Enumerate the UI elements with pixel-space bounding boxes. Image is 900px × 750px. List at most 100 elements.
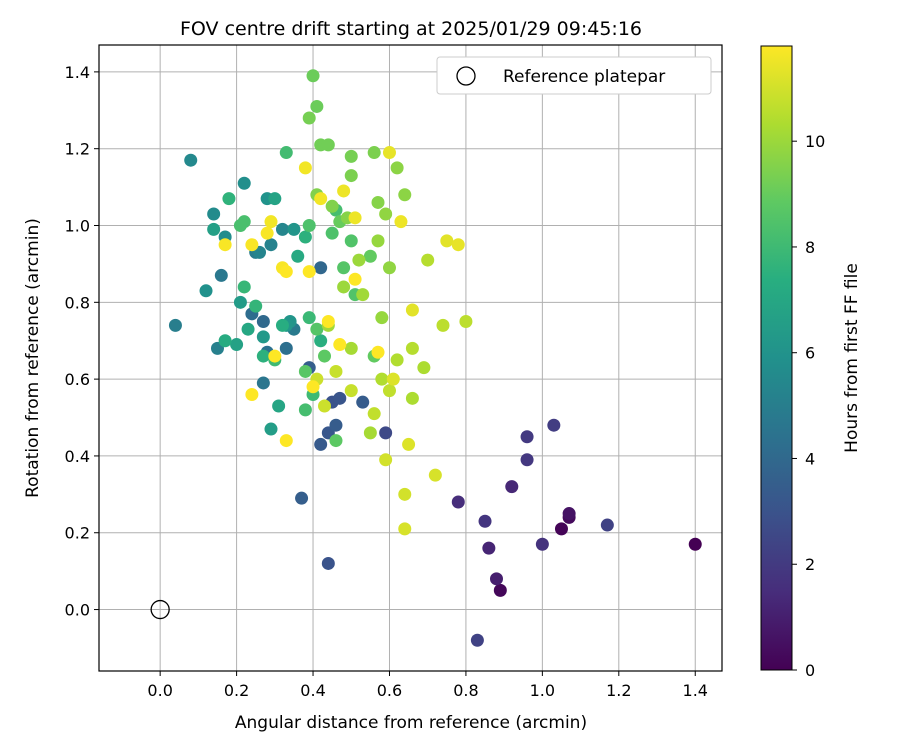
chart-title: FOV centre drift starting at 2025/01/29 … [180,18,642,40]
data-point [321,138,335,152]
data-point [314,334,328,348]
data-point [428,468,442,482]
data-point [222,192,236,206]
data-point [264,422,278,436]
data-point [298,403,312,417]
data-point [329,364,343,378]
data-point [371,234,385,248]
data-point [207,222,221,236]
data-point [405,391,419,405]
data-point [333,338,347,352]
data-point [230,338,244,352]
data-point [382,384,396,398]
data-point [398,522,412,536]
data-point [367,407,381,421]
data-point [237,176,251,190]
data-point [298,161,312,175]
x-tick-label: 0.2 [224,681,249,700]
data-point [260,226,274,240]
data-point [379,207,393,221]
data-point [318,399,332,413]
colorbar-label: Hours from first FF file [842,263,862,453]
colorbar-tick-label: 8 [805,238,815,257]
x-tick-label: 0.4 [300,681,325,700]
y-tick-label: 1.2 [65,140,90,159]
data-point [367,146,381,160]
data-point [440,234,454,248]
data-point [218,334,232,348]
data-point [275,222,289,236]
colorbar: 0 2 4 6 8 10 Hours from first FF file [760,45,862,680]
reference-marker [150,599,170,620]
colorbar-tick-label: 0 [805,661,815,680]
data-point [264,215,278,229]
data-point [402,437,416,451]
data-point [233,295,247,309]
data-point [520,430,534,444]
data-point [272,399,286,413]
y-tick-label: 1.4 [65,63,90,82]
data-point [218,238,232,252]
data-point [264,238,278,252]
data-point [291,249,305,263]
data-point [237,280,251,294]
data-point [184,153,198,167]
data-point [302,265,316,279]
data-point [344,169,358,183]
data-point [329,418,343,432]
data-point [459,315,473,329]
data-point [337,280,351,294]
plot-background [99,45,722,671]
data-point [256,376,270,390]
data-point [363,249,377,263]
data-point [279,146,293,160]
data-point [337,261,351,275]
y-tick-label: 0.6 [65,370,90,389]
data-point [287,222,301,236]
data-point [375,311,389,325]
y-axis-ticks: 0.0 0.2 0.4 0.6 0.8 1.0 1.2 1.4 [65,63,99,620]
colorbar-tick-label: 10 [805,132,825,151]
data-point [344,149,358,163]
data-point [386,372,400,386]
data-point [451,238,465,252]
legend-entry-label: Reference platepar [503,67,665,87]
y-tick-label: 0.4 [65,447,90,466]
data-point [554,522,568,536]
data-point [321,556,335,570]
data-point [405,341,419,355]
y-axis-label: Rotation from reference (arcmin) [23,218,43,498]
data-point [245,238,259,252]
data-point [470,633,484,647]
data-point [245,387,259,401]
data-point [333,391,347,405]
data-point [306,380,320,394]
data-point [302,219,316,233]
data-point [371,345,385,359]
data-point [256,349,270,363]
data-point [356,395,370,409]
data-point [168,318,182,332]
legend-box [436,56,712,95]
plot-frame [98,44,723,672]
data-point [310,99,324,113]
data-point [371,195,385,209]
data-point [344,234,358,248]
data-point [535,537,549,551]
y-tick-label: 0.8 [65,293,90,312]
data-point [279,434,293,448]
x-axis-label: Angular distance from reference (arcmin) [235,713,587,733]
colorbar-gradient [760,45,793,671]
data-point [547,418,561,432]
data-point [207,207,221,221]
x-tick-label: 0.0 [147,681,172,700]
data-points [168,69,702,647]
data-point [382,146,396,160]
data-point [562,507,576,521]
grid [99,45,722,671]
data-point [363,426,377,440]
data-point [390,353,404,367]
data-point [314,261,328,275]
data-point [279,265,293,279]
